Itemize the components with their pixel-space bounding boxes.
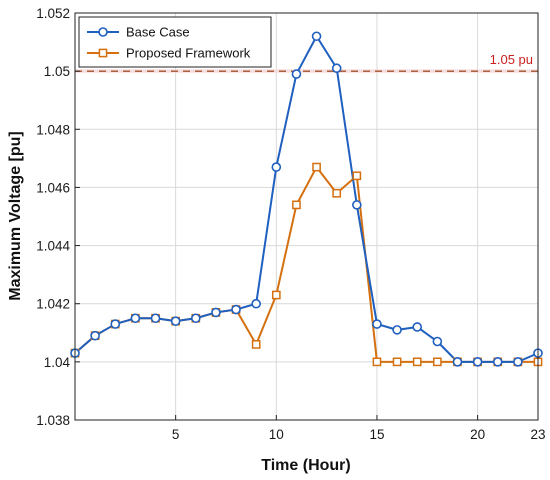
- base-case-point: [110, 319, 121, 329]
- legend-box: [78, 16, 272, 68]
- y-tick-label: 1.044: [36, 239, 70, 254]
- base-case-point: [271, 162, 282, 172]
- base-case-point: [231, 304, 241, 315]
- proposed-framework-point: [292, 200, 301, 210]
- x-tick-label: 23: [530, 427, 545, 442]
- base-case-point: [150, 313, 161, 324]
- plot-background: [75, 13, 538, 420]
- legend-entry-label: Base Case: [126, 25, 190, 40]
- base-case-point: [211, 307, 221, 318]
- y-tick-label: 1.042: [36, 297, 70, 312]
- base-case-point: [331, 63, 342, 74]
- base-case-point: [472, 357, 483, 367]
- proposed-framework-point: [332, 188, 342, 198]
- y-tick-label: 1.04: [44, 355, 71, 370]
- legend-marker-circle: [98, 27, 108, 37]
- base-case-point: [513, 357, 523, 367]
- x-axis-label: Time (Hour): [261, 457, 350, 474]
- base-case-point: [452, 357, 463, 367]
- base-case-point: [190, 313, 201, 324]
- y-tick-label: 1.05: [44, 64, 70, 79]
- proposed-framework-point: [432, 357, 442, 367]
- base-case-point: [492, 357, 503, 367]
- y-tick-label: 1.046: [36, 180, 70, 195]
- y-tick-label: 1.048: [36, 122, 70, 137]
- x-tick-label: 10: [269, 427, 284, 442]
- base-case-point: [291, 69, 302, 79]
- base-case-point: [90, 330, 100, 341]
- base-case-point: [170, 316, 181, 326]
- x-tick-label: 15: [369, 427, 384, 442]
- reference-line-label: 1.05 pu: [490, 52, 533, 67]
- y-axis-ticks: 1.038 1.04 1.042 1.044 1.046 1.048 1.05 1.052: [36, 6, 80, 428]
- x-tick-label: 20: [470, 427, 485, 442]
- legend: Base Case Proposed Framework: [78, 16, 272, 68]
- base-case-point: [130, 313, 141, 324]
- base-case-point: [311, 31, 322, 42]
- plot-frame: [74, 12, 539, 421]
- series-markers: [70, 31, 543, 367]
- y-tick-label: 1.038: [36, 413, 70, 428]
- base-case-point: [352, 200, 362, 210]
- x-tick-label: 5: [172, 427, 180, 442]
- base-case-point: [412, 322, 423, 332]
- proposed-framework-point: [251, 340, 261, 349]
- proposed-framework-point: [392, 357, 402, 367]
- y-tick-label: 1.052: [36, 6, 70, 21]
- base-case-point: [251, 298, 261, 309]
- proposed-framework-point: [352, 171, 362, 181]
- legend-marker-square: [98, 48, 108, 58]
- base-case-point: [372, 319, 382, 329]
- reference-line-group: 1.05 pu: [75, 52, 538, 74]
- proposed-framework-point: [312, 162, 321, 172]
- base-case-point: [432, 336, 443, 347]
- x-axis-ticks: 5 10 15 20 23: [172, 415, 546, 442]
- legend-entry-label: Proposed Framework: [126, 46, 251, 61]
- y-axis-label: Maximum Voltage [pu]: [7, 131, 24, 301]
- proposed-framework-point: [412, 357, 422, 367]
- proposed-framework-point: [372, 357, 382, 367]
- base-case-point: [392, 325, 402, 335]
- proposed-framework-point: [271, 290, 281, 300]
